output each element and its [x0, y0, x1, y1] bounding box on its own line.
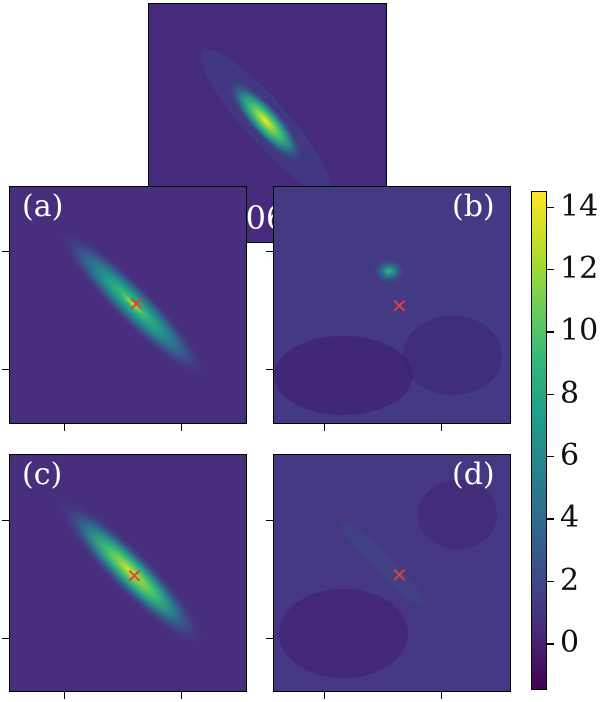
axis-tick [324, 692, 326, 699]
colorbar-tick-label: 6 [560, 438, 580, 474]
model-image-a [10, 187, 246, 423]
residual-image-b [274, 187, 510, 423]
axis-tick [181, 424, 183, 431]
axis-tick [441, 692, 443, 699]
colorbar-tick [547, 206, 554, 208]
x-marker-icon: ✕ [128, 292, 145, 316]
colorbar-tick-label: 4 [560, 500, 580, 536]
colorbar-tick [547, 580, 554, 583]
colorbar-tick [547, 393, 554, 396]
colorbar-tick [547, 268, 554, 271]
axis-tick [266, 369, 273, 371]
colorbar-tick [547, 518, 554, 520]
axis-tick [64, 692, 66, 699]
colorbar-tick [547, 643, 554, 645]
image-panel-d: (d) ✕ [273, 454, 511, 692]
x-marker-icon: ✕ [391, 294, 408, 318]
axis-tick [266, 520, 273, 522]
axis-tick [266, 251, 273, 253]
colorbar-tick [547, 331, 554, 333]
colorbar [531, 191, 547, 690]
colorbar-tick-label: 14 [560, 188, 599, 224]
axis-tick [266, 638, 273, 640]
image-panel-b: (b) ✕ [273, 186, 511, 424]
image-panel-a: (a) ✕ [9, 186, 247, 424]
colorbar-tick [547, 456, 554, 458]
x-marker-icon: ✕ [126, 564, 143, 588]
colorbar-tick-label: 8 [560, 375, 580, 411]
axis-tick [441, 424, 443, 431]
x-marker-icon: ✕ [391, 563, 408, 587]
colorbar-tick-label: 0 [560, 625, 580, 661]
panel-label-a: (a) [22, 189, 64, 224]
axis-tick [181, 692, 183, 699]
residual-image-d [274, 455, 510, 691]
axis-tick [2, 369, 9, 371]
panel-label-c: (c) [22, 457, 63, 492]
model-image-c [10, 455, 246, 691]
axis-tick [2, 251, 9, 253]
colorbar-tick-label: 12 [560, 250, 599, 286]
colorbar-tick-label: 10 [560, 313, 599, 349]
panel-label-d: (d) [452, 457, 495, 492]
panel-label-b: (b) [452, 189, 495, 224]
axis-tick [324, 424, 326, 431]
axis-tick [64, 424, 66, 431]
axis-tick [2, 520, 9, 522]
image-panel-c: (c) ✕ [9, 454, 247, 692]
axis-tick [2, 638, 9, 640]
colorbar-tick-label: 2 [560, 562, 580, 598]
